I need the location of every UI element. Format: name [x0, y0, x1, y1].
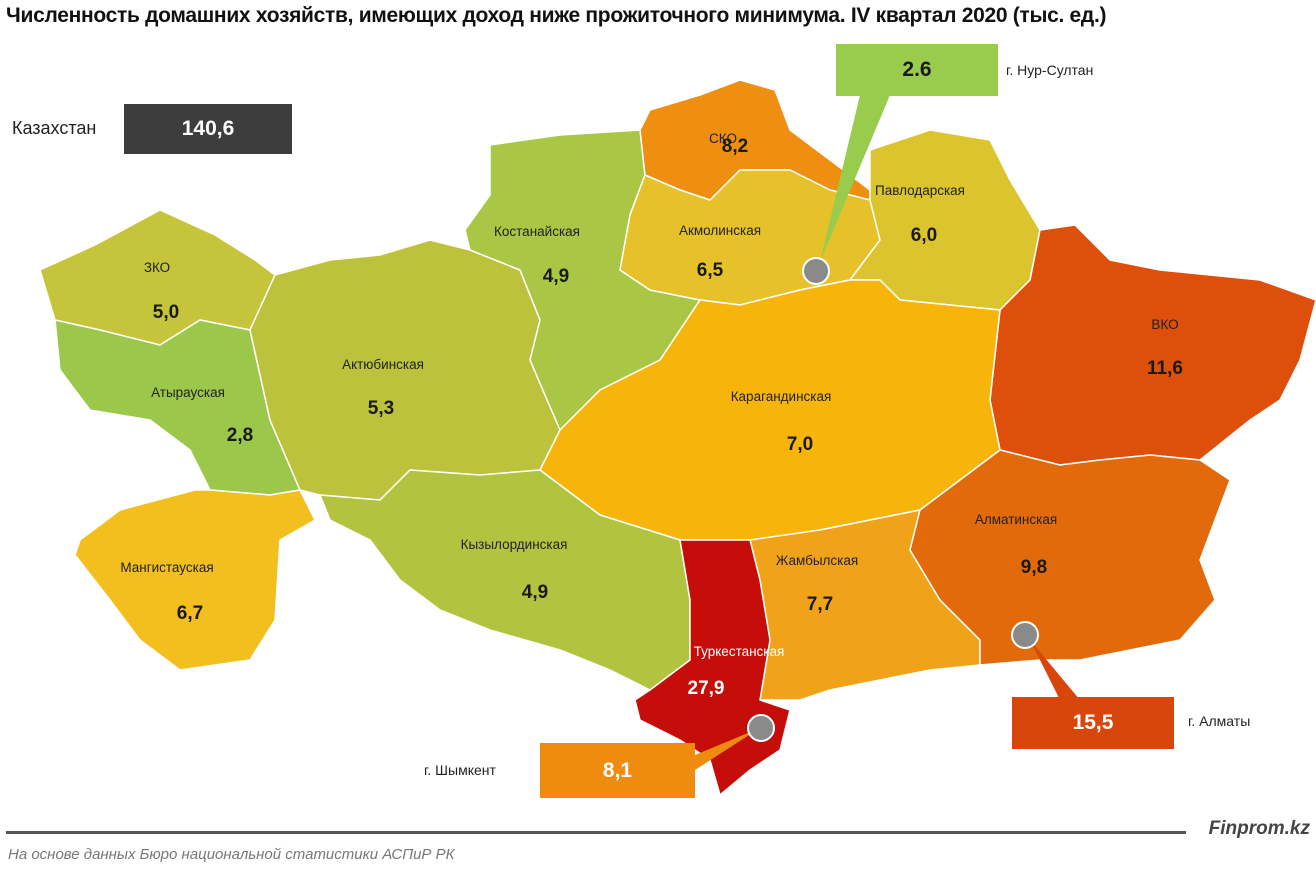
label-kostanay-name: Костанайская	[494, 224, 580, 239]
nursultan-callout-pointer	[820, 95, 890, 262]
label-mangystau-value: 6,7	[177, 603, 203, 624]
label-almaty-region-name: Алматинская	[975, 512, 1057, 527]
label-almaty-region-value: 9,8	[1021, 557, 1047, 578]
shymkent-label: г. Шымкент	[424, 762, 496, 778]
label-zko-name: ЗКО	[144, 260, 170, 275]
label-aktobe-value: 5,3	[368, 398, 394, 419]
footer-divider	[6, 831, 1186, 834]
label-turkestan-value: 27,9	[688, 678, 725, 699]
region-mangystau[interactable]	[74, 489, 316, 671]
almaty-marker[interactable]	[1011, 621, 1039, 649]
label-zko-value: 5,0	[153, 302, 179, 323]
label-karaganda-name: Карагандинская	[731, 389, 832, 404]
label-zhambyl-value: 7,7	[807, 594, 833, 615]
label-pavlodar-value: 6,0	[911, 225, 937, 246]
source-note: На основе данных Бюро национальной стати…	[8, 846, 455, 863]
nursultan-label: г. Нур-Султан	[1006, 62, 1094, 78]
label-karaganda-value: 7,0	[787, 434, 813, 455]
label-vko-name: ВКО	[1151, 317, 1178, 332]
almaty-label: г. Алматы	[1188, 713, 1251, 729]
label-aktobe-name: Актюбинская	[342, 357, 424, 372]
country-label: Казахстан	[12, 118, 97, 138]
label-vko-value: 11,6	[1147, 358, 1183, 379]
label-atyrau-value: 2,8	[227, 425, 253, 446]
label-zhambyl-name: Жамбылская	[776, 553, 858, 568]
shymkent-callout-pointer	[695, 728, 760, 770]
country-total-value: 140,6	[124, 104, 292, 154]
label-sko-value: 8,2	[722, 136, 748, 157]
region-almaty[interactable]	[909, 449, 1231, 666]
brand-logo: Finprom.kz	[1208, 818, 1310, 839]
label-mangystau-name: Мангистауская	[120, 560, 213, 575]
shymkent-value-box: 8,1	[540, 743, 695, 798]
label-kostanay-value: 4,9	[543, 266, 569, 287]
almaty-value-box: 15,5	[1012, 697, 1174, 749]
label-akmola-name: Акмолинская	[679, 223, 761, 238]
label-atyrau-name: Атырауская	[151, 385, 225, 400]
chart-title: Численность домашних хозяйств, имеющих д…	[6, 4, 1107, 27]
region-vko[interactable]	[989, 224, 1316, 466]
nursultan-value-box: 2.6	[836, 44, 998, 96]
label-akmola-value: 6,5	[697, 260, 724, 281]
label-kyzylorda-value: 4,9	[522, 582, 548, 603]
shymkent-marker[interactable]	[747, 714, 775, 742]
label-turkestan-name: Туркестанская	[694, 644, 785, 659]
label-kyzylorda-name: Кызылординская	[461, 537, 568, 552]
label-pavlodar-name: Павлодарская	[875, 183, 965, 198]
label-sko-name: СКО	[709, 131, 737, 146]
nursultan-marker[interactable]	[802, 257, 830, 285]
almaty-callout-pointer	[1030, 640, 1080, 700]
